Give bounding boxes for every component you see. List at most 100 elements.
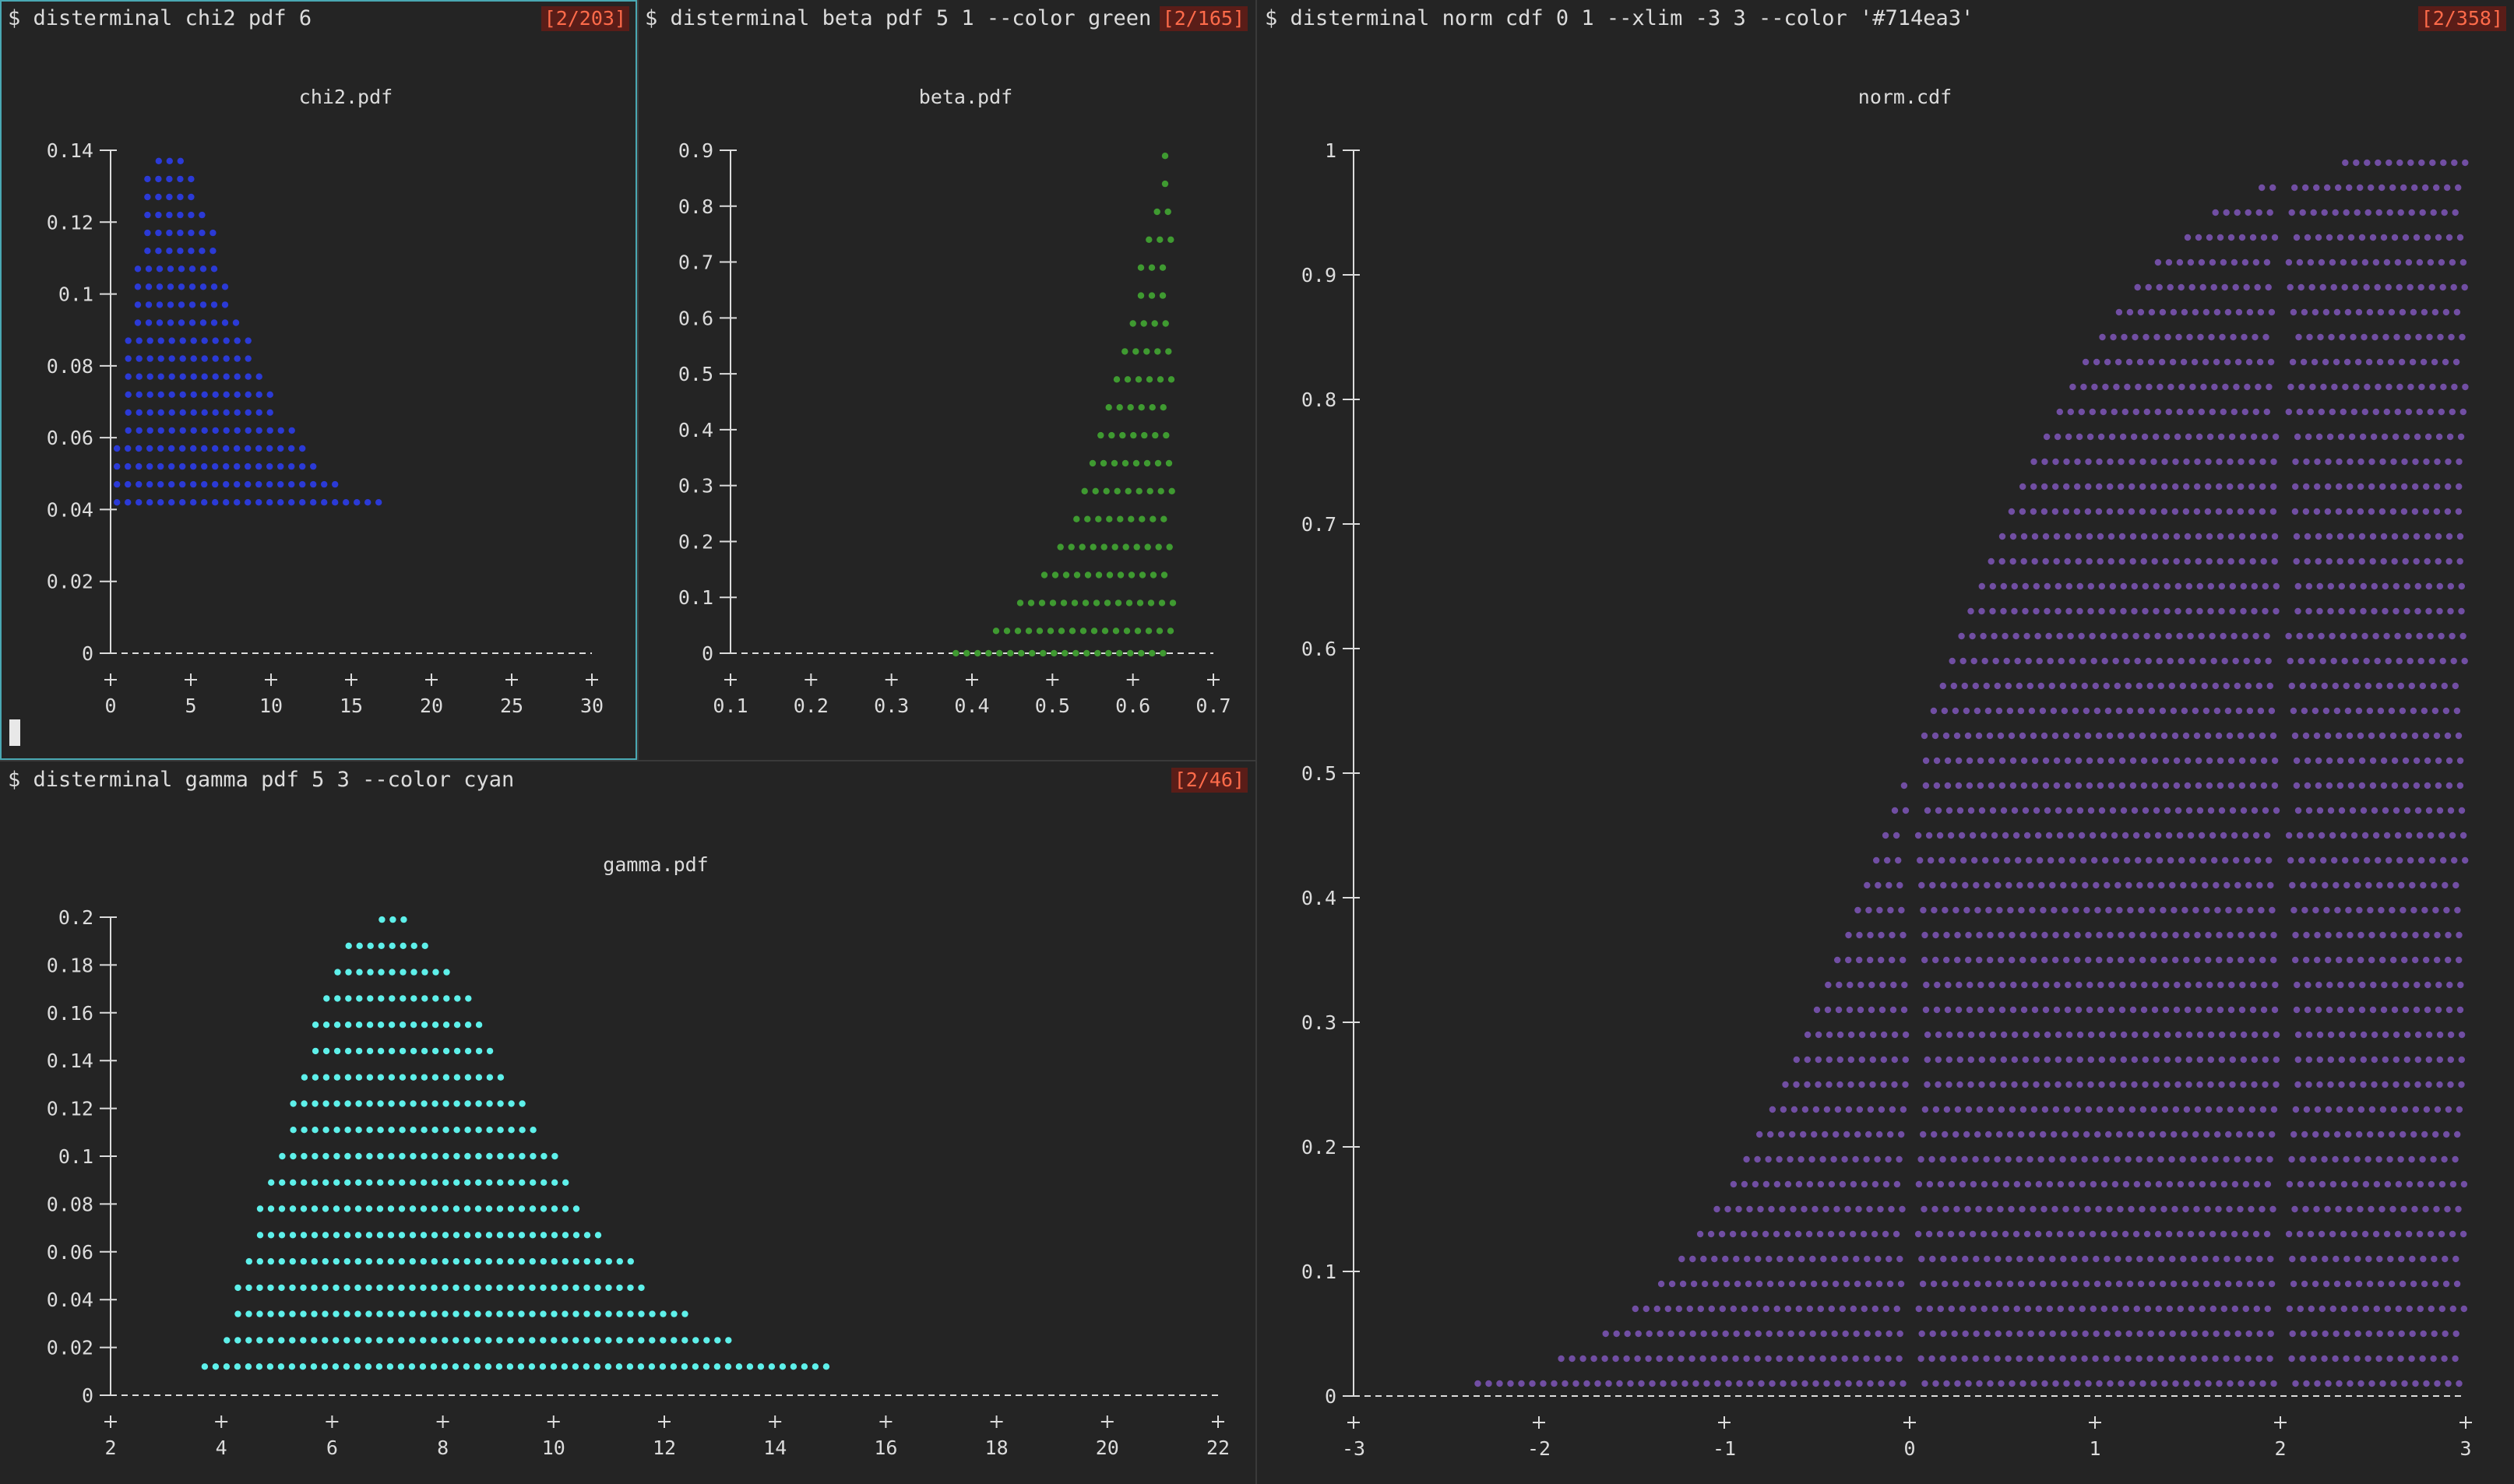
data-point [2090, 657, 2097, 665]
data-point [1921, 1106, 1929, 1113]
data-point [1943, 956, 1950, 964]
data-point [2290, 1131, 2297, 1138]
pane-divider-top[interactable] [637, 0, 639, 760]
pane-norm[interactable]: $ disterminal norm cdf 0 1 --xlim -3 3 -… [1257, 0, 2514, 1484]
x-tick-label: 0.5 [1035, 695, 1070, 717]
data-point [551, 1179, 558, 1186]
data-point [212, 480, 219, 488]
data-point [2128, 483, 2135, 491]
data-point [2402, 1006, 2410, 1014]
data-point [2137, 1280, 2145, 1288]
data-point [2226, 732, 2234, 740]
data-point [2420, 1330, 2427, 1338]
data-point [1958, 1230, 1966, 1238]
data-point [2303, 458, 2310, 466]
data-point [2125, 682, 2132, 690]
data-point [1932, 1106, 1940, 1113]
data-point [2172, 458, 2179, 466]
data-point [2423, 1106, 2431, 1113]
data-point [2227, 757, 2235, 765]
pane-gamma[interactable]: $ disterminal gamma pdf 5 3 --color cyan… [0, 761, 1255, 1484]
data-point [2011, 1056, 2018, 1064]
data-point [2272, 433, 2280, 441]
data-point [2209, 632, 2216, 640]
data-point [638, 1284, 645, 1292]
pane-beta[interactable]: $ disterminal beta pdf 5 1 --color green… [637, 0, 1255, 760]
pane-chi2[interactable]: $ disterminal chi2 pdf 6 [2/203] chi2.pd… [0, 0, 639, 761]
data-point [2020, 782, 2028, 789]
data-point [400, 916, 407, 923]
data-point [442, 1337, 449, 1344]
data-point [1789, 1131, 1796, 1138]
data-point [2423, 483, 2430, 491]
pane-divider-horizontal[interactable] [0, 760, 1255, 761]
data-point [2365, 1330, 2372, 1338]
data-point [1071, 600, 1079, 607]
data-point [289, 1205, 297, 1212]
data-point [463, 1310, 470, 1317]
data-point [2104, 1330, 2111, 1338]
data-point [1924, 1056, 1931, 1064]
data-point [464, 1047, 472, 1055]
data-point [2047, 657, 2054, 665]
data-point [2343, 1330, 2350, 1338]
data-point [2324, 508, 2332, 515]
data-point [1874, 1355, 1881, 1363]
data-point [2245, 358, 2253, 366]
data-point [2234, 358, 2242, 366]
data-point [2212, 1355, 2219, 1363]
data-point [2242, 1180, 2250, 1188]
data-point [409, 1310, 416, 1317]
data-point [2131, 582, 2138, 590]
data-point [1967, 607, 1974, 615]
data-point [2413, 1006, 2421, 1014]
data-point [1978, 582, 1985, 590]
data-point [2382, 1081, 2389, 1088]
data-point [2144, 1305, 2151, 1313]
data-row [1081, 487, 1175, 494]
data-point [2120, 1031, 2128, 1039]
data-point [638, 1337, 645, 1344]
data-point [1895, 856, 1902, 864]
data-point [2132, 333, 2139, 341]
x-tick-label: 0.3 [874, 695, 909, 717]
data-point [2095, 508, 2103, 515]
data-point [2173, 1006, 2181, 1014]
data-point [223, 391, 230, 398]
data-point [1161, 180, 1169, 188]
data-point [2222, 856, 2229, 864]
data-point [2213, 1255, 2220, 1263]
data-point [2330, 657, 2337, 665]
data-point [1878, 1380, 1885, 1387]
data-point [2147, 881, 2154, 889]
data-point [2022, 1031, 2030, 1039]
data-point [2338, 1031, 2346, 1039]
data-point [2005, 682, 2012, 690]
data-point [1132, 348, 1139, 355]
data-point [2008, 508, 2016, 515]
data-point [2423, 956, 2430, 964]
data-point [2336, 557, 2343, 565]
data-point [2195, 782, 2202, 789]
data-point [377, 1022, 385, 1029]
data-point [703, 1337, 710, 1344]
data-point [354, 1363, 361, 1370]
data-point [2174, 582, 2181, 590]
data-point [389, 916, 396, 923]
data-point [212, 391, 219, 398]
data-point [2308, 283, 2315, 291]
data-point [1994, 682, 2001, 690]
data-point [2022, 807, 2030, 814]
data-point [199, 248, 206, 255]
data-point [2333, 358, 2340, 366]
data-point [1885, 1155, 1892, 1163]
data-point [1569, 1355, 1576, 1363]
data-point [2385, 856, 2393, 864]
data-point [2111, 632, 2118, 640]
data-point [2377, 707, 2385, 715]
data-point [1159, 292, 1167, 299]
data-point [2409, 1255, 2416, 1263]
pane-divider-vertical[interactable] [1255, 0, 1257, 1484]
y-tick-label: 0.5 [678, 363, 713, 385]
data-point [2401, 956, 2408, 964]
